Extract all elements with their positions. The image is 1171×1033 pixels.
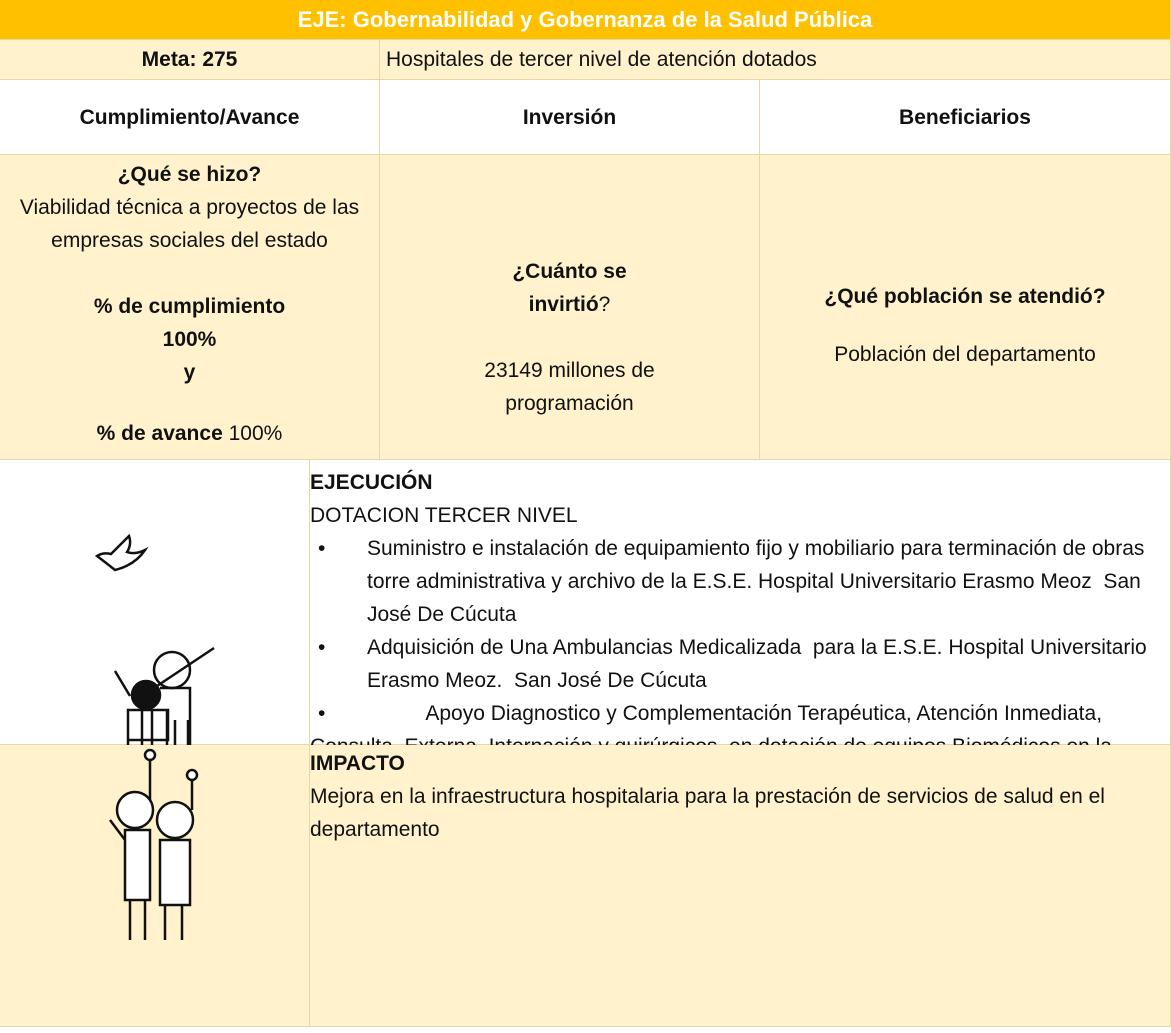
connector: y	[183, 361, 196, 384]
ejecucion-subtitle: DOTACION TERCER NIVEL	[310, 504, 578, 527]
answer: 23149 millones de programación	[484, 359, 655, 415]
impacto-cell: IMPACTO Mejora en la infraestructura hos…	[310, 745, 1171, 1027]
item-text: Adquisición de Una Ambulancias Medicaliz…	[367, 636, 1153, 692]
icon-cell	[0, 745, 310, 1027]
meta-description: Hospitales de tercer nivel de atención d…	[380, 40, 1171, 80]
avance-value: 100%	[228, 422, 283, 445]
percent-label: % de cumplimiento	[93, 295, 286, 318]
impacto-title: IMPACTO	[310, 752, 405, 775]
bullet: •	[318, 636, 326, 659]
item: • Suministro e instalación de equipamient…	[310, 532, 1160, 631]
question: ¿Qué población se atendió?	[824, 285, 1106, 308]
bullet: •	[318, 537, 326, 560]
question: ¿Qué se hizo?	[117, 163, 262, 186]
column-header: Inversión	[380, 80, 760, 155]
cumplimiento-cell: ¿Qué se hizo? Viabilidad técnica a proye…	[0, 155, 380, 460]
item-text: Suministro e instalación de equipamiento…	[367, 537, 1151, 626]
percent-value: 100%	[162, 328, 217, 351]
question: ¿Cuánto se invirtió	[512, 260, 627, 316]
bullet: •	[318, 702, 326, 725]
icon-cell	[0, 460, 310, 772]
beneficiarios-cell: ¿Qué población se atendió? Población del…	[760, 155, 1171, 460]
column-header: Beneficiarios	[760, 80, 1171, 155]
answer: Viabilidad técnica a proyectos de las em…	[19, 196, 360, 252]
impacto-text: Mejora en la infraestructura hospitalari…	[310, 785, 1105, 841]
ejecucion-title: EJECUCIÓN	[310, 471, 433, 494]
people-icon	[94, 533, 215, 772]
item: • Adquisición de Una Ambulancias Medicali…	[310, 631, 1160, 697]
question-end: ?	[598, 293, 611, 316]
answer: Población del departamento	[834, 343, 1096, 366]
avance-label: % de avance	[96, 422, 223, 445]
title: EJE: Gobernabilidad y Gobernanza de la S…	[0, 0, 1171, 40]
meta-label: Meta: 275	[0, 40, 380, 80]
ejecucion-cell: EJECUCIÓN DOTACION TERCER NIVEL • Suminis…	[310, 460, 1171, 791]
people-icon	[109, 748, 199, 940]
column-header: Cumplimiento/Avance	[0, 80, 380, 155]
inversion-cell: ¿Cuánto se invirtió? 23149 millones de p…	[380, 155, 760, 460]
